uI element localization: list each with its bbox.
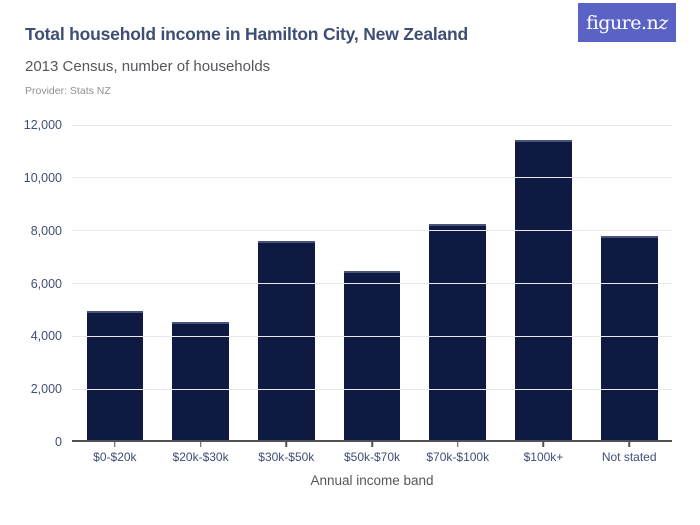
bar <box>515 140 572 440</box>
x-tick-label: $100k+ <box>523 450 564 464</box>
y-tick-label: 0 <box>55 435 62 449</box>
bar <box>257 241 315 440</box>
y-tick-label: 2,000 <box>30 382 62 397</box>
y-tick-label: 10,000 <box>23 170 62 185</box>
bars-group <box>72 125 672 440</box>
bar <box>86 311 144 440</box>
x-tick-mark <box>542 442 545 447</box>
gridline <box>72 230 672 232</box>
chart-title: Total household income in Hamilton City,… <box>25 24 469 44</box>
figure-nz-logo[interactable]: figure.nz <box>578 3 676 42</box>
bar <box>172 322 229 440</box>
gridline <box>72 177 672 179</box>
gridline <box>72 388 672 390</box>
x-axis-title: Annual income band <box>310 473 434 488</box>
gridline <box>72 283 672 284</box>
x-tick-mark <box>371 442 373 447</box>
x-tick-mark <box>114 442 116 447</box>
y-tick-label: 4,000 <box>30 329 62 344</box>
x-tick-label: $0-$20k <box>93 450 137 464</box>
x-tick-label: $20k-$30k <box>172 450 229 464</box>
logo-text-main: figure.n <box>586 11 659 34</box>
x-tick-label: $70k-$100k <box>426 450 490 464</box>
provider-label: Provider: Stats NZ <box>25 85 111 97</box>
x-tick-label: $50k-$70k <box>343 450 401 464</box>
y-tick-label: 12,000 <box>23 118 62 132</box>
x-tick-label: Not stated <box>601 450 657 464</box>
x-axis-labels: $0-$20k $20k-$30k $30k-$50k $50k-$70k $70k-$… <box>72 450 672 464</box>
gridline <box>72 335 672 337</box>
y-tick-label: 8,000 <box>30 223 62 238</box>
plot-area <box>72 124 672 447</box>
y-axis: 0 2,000 4,000 6,000 8,000 10,000 12,000 <box>0 118 72 449</box>
figure-nz-logo-text: figure.nz <box>586 12 668 34</box>
chart-subtitle: 2013 Census, number of households <box>25 58 271 75</box>
bar-chart: 0 2,000 4,000 6,000 8,000 10,000 12,000 $0-$20… <box>0 118 700 488</box>
bar <box>429 224 487 440</box>
x-tick-mark <box>456 442 459 447</box>
x-tick-mark <box>285 442 288 447</box>
x-tick-mark <box>199 442 202 447</box>
bar <box>600 235 658 440</box>
y-tick-label: 6,000 <box>30 276 62 291</box>
gridline <box>72 124 672 126</box>
x-tick-label: $30k-$50k <box>258 450 315 464</box>
x-tick-mark <box>628 442 630 447</box>
bar <box>343 271 401 440</box>
logo-text-z: z <box>658 11 668 34</box>
